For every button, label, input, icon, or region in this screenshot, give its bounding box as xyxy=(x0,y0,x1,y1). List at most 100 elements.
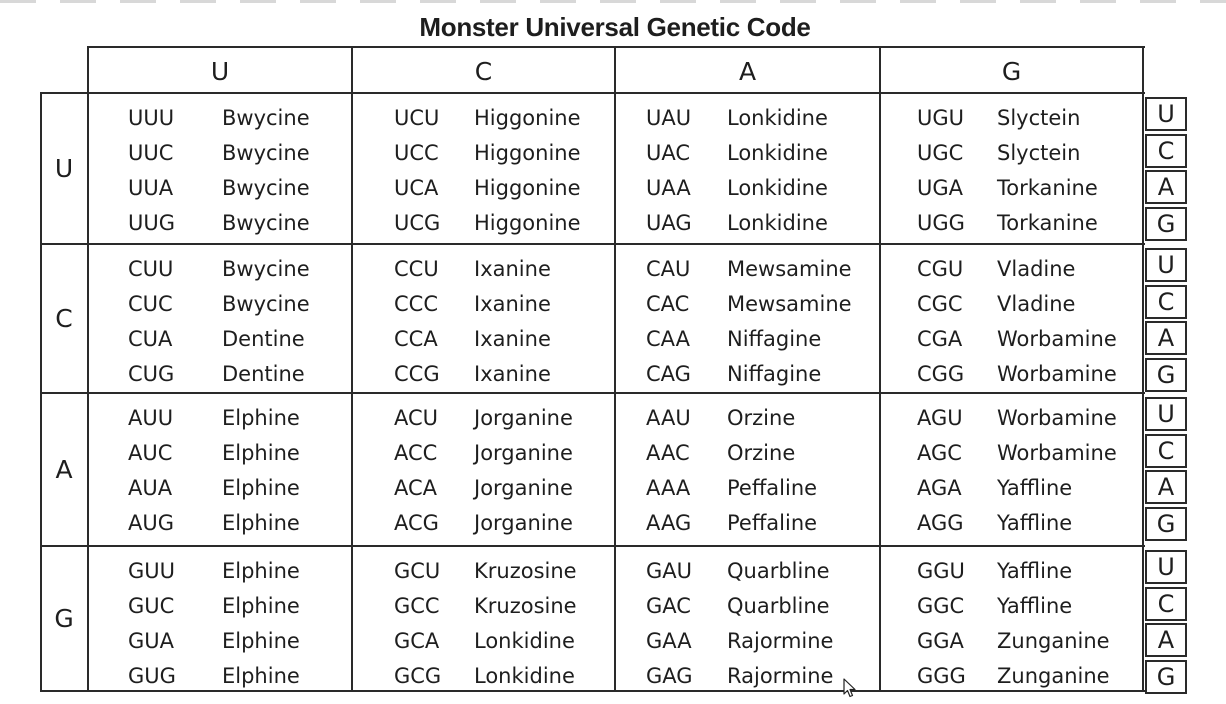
amino-acid-cug: Dentine xyxy=(222,362,305,386)
amino-acid-cgg: Worbamine xyxy=(997,362,1117,386)
third-position-u: U xyxy=(1145,248,1187,282)
amino-acid-acu: Jorganine xyxy=(474,406,573,430)
amino-acid-ggg: Zunganine xyxy=(997,664,1110,688)
codon-uug: UUG xyxy=(128,211,176,235)
amino-acid-gcu: Kruzosine xyxy=(474,559,577,583)
amino-acid-aaa: Peffaline xyxy=(727,476,818,500)
codon-cac: CAC xyxy=(646,292,690,316)
amino-acid-cuu: Bwycine xyxy=(222,257,310,281)
codon-cgu: CGU xyxy=(917,257,964,281)
amino-acid-uuc: Bwycine xyxy=(222,141,310,165)
third-position-c: C xyxy=(1145,433,1187,468)
codon-ugc: UGC xyxy=(917,141,964,165)
column-header-a: A xyxy=(738,57,757,86)
codon-aua: AUA xyxy=(128,476,173,500)
amino-acid-aug: Elphine xyxy=(222,511,300,535)
codon-uau: UAU xyxy=(646,106,692,130)
codon-cag: CAG xyxy=(646,362,691,386)
amino-acid-ucg: Higgonine xyxy=(474,211,581,235)
codon-acg: ACG xyxy=(394,511,439,535)
codon-agg: AGG xyxy=(917,511,964,535)
codon-aca: ACA xyxy=(394,476,438,500)
codon-ggu: GGU xyxy=(917,559,965,583)
codon-auc: AUC xyxy=(128,441,173,465)
codon-uaa: UAA xyxy=(646,176,691,200)
codon-caa: CAA xyxy=(646,327,690,351)
amino-acid-guu: Elphine xyxy=(222,559,300,583)
amino-acid-aca: Jorganine xyxy=(474,476,573,500)
third-position-c: C xyxy=(1145,586,1187,621)
codon-gac: GAC xyxy=(646,594,691,618)
third-position-c: C xyxy=(1145,133,1187,168)
amino-acid-aac: Orzine xyxy=(727,441,796,465)
amino-acid-cca: Ixanine xyxy=(474,327,551,351)
amino-acid-auc: Elphine xyxy=(222,441,300,465)
amino-acid-ccc: Ixanine xyxy=(474,292,551,316)
codon-cug: CUG xyxy=(128,362,175,386)
third-position-g: G xyxy=(1145,357,1187,392)
header-bottom-line xyxy=(40,92,1145,94)
amino-acid-caa: Niffagine xyxy=(727,327,822,351)
amino-acid-agg: Yaffline xyxy=(997,511,1073,535)
amino-acid-uaa: Lonkidine xyxy=(727,176,828,200)
column-divider xyxy=(351,46,353,692)
third-position-a: A xyxy=(1145,170,1187,204)
column-header-c: C xyxy=(474,57,493,86)
amino-acid-uag: Lonkidine xyxy=(727,211,828,235)
codon-ccc: CCC xyxy=(394,292,438,316)
codon-aaa: AAA xyxy=(646,476,691,500)
codon-uuu: UUU xyxy=(128,106,175,130)
table-bottom-line xyxy=(40,690,1145,692)
amino-acid-cag: Niffagine xyxy=(727,362,822,386)
codon-ggc: GGC xyxy=(917,594,965,618)
codon-uca: UCA xyxy=(394,176,439,200)
codon-cga: CGA xyxy=(917,327,963,351)
row-label-a: A xyxy=(55,454,73,484)
header-top-line xyxy=(88,46,1145,48)
codon-uua: UUA xyxy=(128,176,174,200)
amino-acid-agc: Worbamine xyxy=(997,441,1117,465)
amino-acid-gug: Elphine xyxy=(222,664,300,688)
codon-ccu: CCU xyxy=(394,257,439,281)
amino-acid-gcc: Kruzosine xyxy=(474,594,577,618)
amino-acid-aua: Elphine xyxy=(222,476,300,500)
amino-acid-aau: Orzine xyxy=(727,406,796,430)
codon-gag: GAG xyxy=(646,664,693,688)
column-divider xyxy=(879,46,881,692)
codon-cua: CUA xyxy=(128,327,173,351)
row-divider xyxy=(40,545,1145,547)
amino-acid-uuu: Bwycine xyxy=(222,106,310,130)
codon-cuc: CUC xyxy=(128,292,173,316)
amino-acid-gaa: Rajormine xyxy=(727,629,834,653)
third-position-a: A xyxy=(1145,470,1187,504)
codon-auu: AUU xyxy=(128,406,174,430)
codon-aga: AGA xyxy=(917,476,962,500)
third-position-g: G xyxy=(1145,659,1187,694)
amino-acid-gag: Rajormine xyxy=(727,664,834,688)
codon-gcc: GCC xyxy=(394,594,440,618)
codon-guc: GUC xyxy=(128,594,175,618)
codon-cau: CAU xyxy=(646,257,691,281)
column-header-g: G xyxy=(1001,57,1022,86)
amino-acid-ugg: Torkanine xyxy=(997,211,1098,235)
amino-acid-uga: Torkanine xyxy=(997,176,1098,200)
codon-gua: GUA xyxy=(128,629,175,653)
amino-acid-aag: Peffaline xyxy=(727,511,818,535)
amino-acid-ggu: Yaffline xyxy=(997,559,1073,583)
third-position-a: A xyxy=(1145,321,1187,355)
codon-gcu: GCU xyxy=(394,559,441,583)
page-title: Monster Universal Genetic Code xyxy=(419,12,811,42)
amino-acid-gga: Zunganine xyxy=(997,629,1110,653)
codon-cgc: CGC xyxy=(917,292,963,316)
column-header-u: U xyxy=(210,57,230,86)
codon-ucu: UCU xyxy=(394,106,440,130)
codon-aug: AUG xyxy=(128,511,175,535)
column-divider xyxy=(614,46,616,692)
top-dashed-border xyxy=(0,0,1226,3)
amino-acid-gua: Elphine xyxy=(222,629,300,653)
amino-acid-cau: Mewsamine xyxy=(727,257,852,281)
third-position-u: U xyxy=(1145,97,1187,131)
header-left-cap xyxy=(87,46,89,94)
amino-acid-cga: Worbamine xyxy=(997,327,1117,351)
third-position-g: G xyxy=(1145,506,1187,541)
